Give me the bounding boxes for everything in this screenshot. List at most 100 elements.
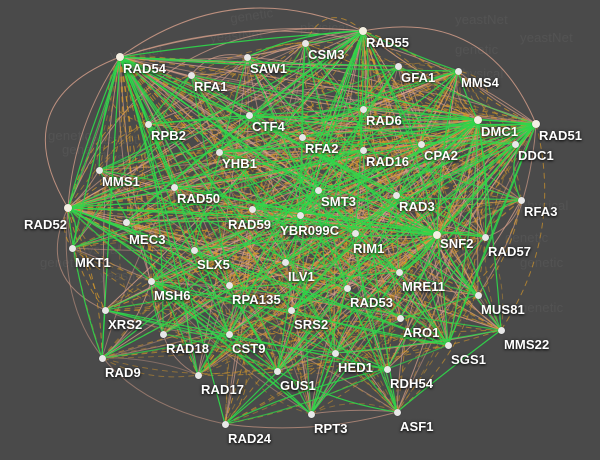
graph-node-label-mms22: MMS22: [504, 337, 550, 352]
graph-node-mec3[interactable]: [122, 218, 130, 226]
graph-edge-genetic: [276, 317, 401, 375]
graph-edge-physical: [162, 333, 199, 376]
graph-edge-coexpression: [98, 30, 364, 171]
graph-edge-genetic: [218, 119, 479, 153]
graph-edge-genetic: [147, 123, 364, 151]
graph-edge-genetic: [197, 309, 292, 376]
graph-edge-genetic: [193, 226, 486, 251]
graph-node-rad24[interactable]: [221, 420, 229, 428]
graph-node-rfa2[interactable]: [298, 133, 306, 141]
graph-node-label-msh6: MSH6: [154, 288, 191, 303]
graph-node-cst9[interactable]: [225, 330, 233, 338]
graph-edge-genetic: [67, 207, 152, 282]
graph-node-cpa2[interactable]: [417, 140, 425, 148]
graph-edge-coexpression: [354, 232, 398, 413]
graph-edge-coexpression: [246, 56, 479, 296]
graph-node-rpa135[interactable]: [225, 281, 233, 289]
graph-node-dmc1[interactable]: [474, 116, 482, 124]
graph-node-rad6[interactable]: [359, 105, 367, 113]
graph-edge-genetic: [330, 65, 399, 354]
graph-node-asf1[interactable]: [393, 408, 401, 416]
graph-node-rim1[interactable]: [351, 229, 359, 237]
graph-node-rad16[interactable]: [359, 146, 367, 154]
graph-node-rad53[interactable]: [343, 284, 351, 292]
graph-node-rad51[interactable]: [532, 120, 540, 128]
graph-edge-genetic: [193, 249, 286, 283]
graph-edge-coexpression: [301, 42, 312, 415]
graph-node-srs2[interactable]: [287, 306, 295, 314]
graph-edge-genetic: [396, 294, 479, 413]
graph-node-snf2[interactable]: [433, 231, 441, 239]
graph-node-rad17[interactable]: [194, 371, 202, 379]
graph-node-rad18[interactable]: [159, 330, 167, 338]
graph-node-mms22[interactable]: [497, 326, 505, 334]
graph-node-mms4[interactable]: [454, 67, 462, 75]
graph-edge-genetic: [67, 207, 388, 370]
graph-node-rfa1[interactable]: [187, 71, 195, 79]
graph-node-rad57[interactable]: [481, 233, 489, 241]
graph-node-sgs1[interactable]: [444, 341, 452, 349]
graph-node-rad9[interactable]: [98, 354, 106, 362]
graph-node-rad52[interactable]: [64, 204, 72, 212]
graph-edge-coexpression: [150, 280, 164, 335]
graph-node-label-rpb2: RPB2: [151, 128, 187, 143]
graph-edge-physical: [457, 70, 537, 125]
graph-node-rdh54[interactable]: [383, 365, 391, 373]
graph-node-csm3[interactable]: [301, 39, 309, 47]
graph-node-rfa3[interactable]: [517, 196, 525, 204]
graph-node-mre11[interactable]: [395, 268, 403, 276]
graph-node-slx5[interactable]: [190, 246, 198, 254]
graph-node-rpb2[interactable]: [144, 120, 152, 128]
graph-node-mus81[interactable]: [474, 291, 482, 299]
graph-node-rad55[interactable]: [359, 27, 367, 35]
graph-node-hed1[interactable]: [331, 349, 339, 357]
graph-edge-coexpression: [119, 56, 459, 72]
graph-edge-coexpression: [190, 74, 230, 286]
graph-edge-genetic: [228, 234, 438, 286]
graph-node-label-rad17: RAD17: [201, 382, 245, 397]
graph-node-label-rad59: RAD59: [228, 217, 272, 232]
graph-edge-genetic: [125, 114, 250, 223]
graph-node-gfa1[interactable]: [394, 62, 402, 70]
graph-node-aro1[interactable]: [396, 314, 404, 322]
graph-edge-genetic: [395, 194, 502, 331]
graph-edge-genetic: [397, 65, 516, 145]
graph-node-mms1[interactable]: [95, 166, 103, 174]
graph-edge-coexpression: [362, 30, 459, 72]
graph-node-mkt1[interactable]: [68, 244, 76, 252]
graph-edge-genetic: [246, 56, 312, 415]
graph-node-label-rad57: RAD57: [488, 244, 532, 259]
graph-node-label-mms1: MMS1: [102, 174, 140, 189]
graph-node-smt3[interactable]: [314, 186, 322, 194]
graph-node-gus1[interactable]: [273, 367, 281, 375]
graph-node-xrs2[interactable]: [101, 306, 109, 314]
graph-edge-physical: [224, 208, 253, 425]
graph-edge-coexpression: [67, 56, 121, 209]
graph-node-ilv1[interactable]: [281, 258, 289, 266]
graph-node-label-ddc1: DDC1: [518, 148, 554, 163]
graph-edge-genetic: [197, 123, 537, 376]
graph-node-yhb1[interactable]: [215, 148, 223, 156]
graph-node-rpt3[interactable]: [307, 410, 315, 418]
graph-edge-coexpression: [228, 65, 399, 335]
graph-node-ctf4[interactable]: [245, 111, 253, 119]
graph-edge-coexpression: [301, 136, 438, 236]
graph-edge-genetic: [104, 199, 522, 311]
graph-node-ddc1[interactable]: [511, 140, 519, 148]
graph-edge-genetic: [150, 236, 486, 282]
graph-edge-genetic: [420, 143, 442, 236]
graph-node-msh6[interactable]: [147, 277, 155, 285]
graph-edge-genetic: [98, 56, 121, 171]
graph-edge-coexpression: [290, 234, 438, 311]
graph-node-label-rdh54: RDH54: [390, 376, 434, 391]
graph-edge-genetic: [397, 65, 479, 121]
graph-node-saw1[interactable]: [243, 53, 251, 61]
graph-node-rad50[interactable]: [170, 183, 178, 191]
graph-edge-genetic: [246, 56, 459, 87]
graph-node-rad3[interactable]: [392, 191, 400, 199]
graph-node-ybr099c[interactable]: [296, 211, 304, 219]
graph-node-rad59[interactable]: [248, 205, 256, 213]
graph-node-rad54[interactable]: [116, 53, 124, 61]
graph-edge-genetic: [67, 207, 438, 249]
